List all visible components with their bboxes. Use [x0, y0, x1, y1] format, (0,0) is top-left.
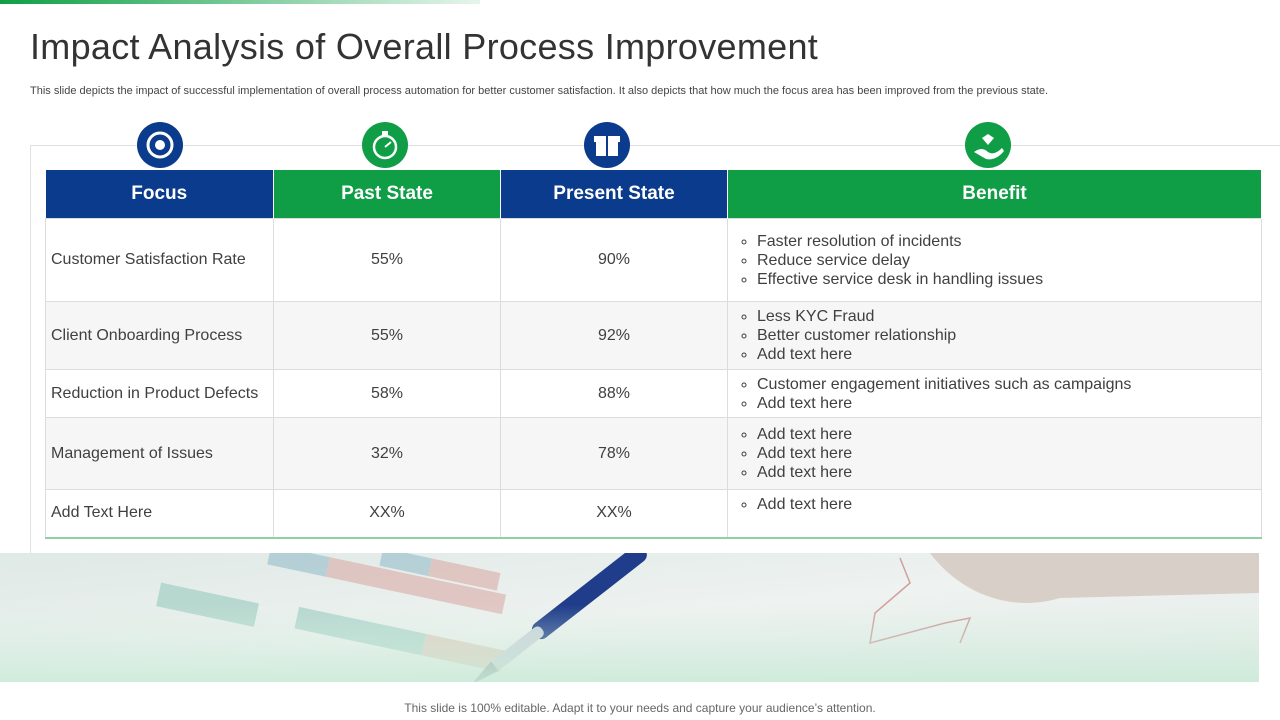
column-header: Present State	[500, 170, 728, 219]
focus-cell: Management of Issues	[45, 417, 274, 490]
header-row: Focus Past State Present State Benefit	[45, 170, 1262, 219]
benefit-list: Customer engagement initiatives such as …	[733, 375, 1256, 413]
benefit-item: Customer engagement initiatives such as …	[757, 375, 1256, 394]
past-state-cell: 32%	[273, 417, 501, 490]
icon-layer	[137, 122, 1011, 168]
background-photo	[0, 553, 1259, 682]
benefit-item: Add text here	[757, 495, 1256, 514]
frame	[30, 145, 1280, 556]
present-state-cell: XX%	[500, 489, 728, 539]
benefit-item: Effective service desk in handling issue…	[757, 270, 1256, 289]
past-state-cell: 55%	[273, 301, 501, 370]
benefit-list: Add text here	[733, 495, 1256, 514]
benefit-item: Less KYC Fraud	[757, 307, 1256, 326]
benefit-list: Faster resolution of incidentsReduce ser…	[733, 232, 1256, 289]
focus-cell: Reduction in Product Defects	[45, 369, 274, 418]
accent-bar	[0, 0, 480, 4]
benefit-item: Better customer relationship	[757, 326, 1256, 345]
present-state-cell: 92%	[500, 301, 728, 370]
benefit-item: Faster resolution of incidents	[757, 232, 1256, 251]
benefit-item: Add text here	[757, 394, 1256, 413]
past-state-cell: 58%	[273, 369, 501, 418]
present-state-cell: 88%	[500, 369, 728, 418]
past-state-cell: 55%	[273, 218, 501, 302]
benefit-item: Add text here	[757, 345, 1256, 364]
present-state-cell: 90%	[500, 218, 728, 302]
benefit-cell: Add text here	[727, 489, 1262, 539]
impact-table: Focus Past State Present State Benefit Cust…	[45, 170, 1262, 539]
present-state-icon	[584, 122, 630, 168]
benefit-cell: Customer engagement initiatives such as …	[727, 369, 1262, 418]
benefit-item: Reduce service delay	[757, 251, 1256, 270]
focus-cell: Client Onboarding Process	[45, 301, 274, 370]
column-header: Focus	[45, 170, 274, 219]
past-state-cell: XX%	[273, 489, 501, 539]
benefit-list: Less KYC FraudBetter customer relationsh…	[733, 307, 1256, 364]
focus-icon	[137, 122, 183, 168]
focus-cell: Add Text Here	[45, 489, 274, 539]
benefit-cell: Faster resolution of incidentsReduce ser…	[727, 218, 1262, 302]
benefit-item: Add text here	[757, 425, 1256, 444]
column-header: Benefit	[727, 170, 1262, 219]
title: Impact Analysis of Overall Process Impro…	[30, 26, 819, 67]
column-header: Past State	[273, 170, 501, 219]
benefit-item: Add text here	[757, 444, 1256, 463]
footer-note: This slide is 100% editable. Adapt it to…	[404, 701, 876, 715]
past-state-icon	[362, 122, 408, 168]
focus-cell: Customer Satisfaction Rate	[45, 218, 274, 302]
benefit-icon	[965, 122, 1011, 168]
benefit-cell: Less KYC FraudBetter customer relationsh…	[727, 301, 1262, 370]
benefit-item: Add text here	[757, 463, 1256, 482]
subtitle: This slide depicts the impact of success…	[30, 85, 1048, 97]
present-state-cell: 78%	[500, 417, 728, 490]
